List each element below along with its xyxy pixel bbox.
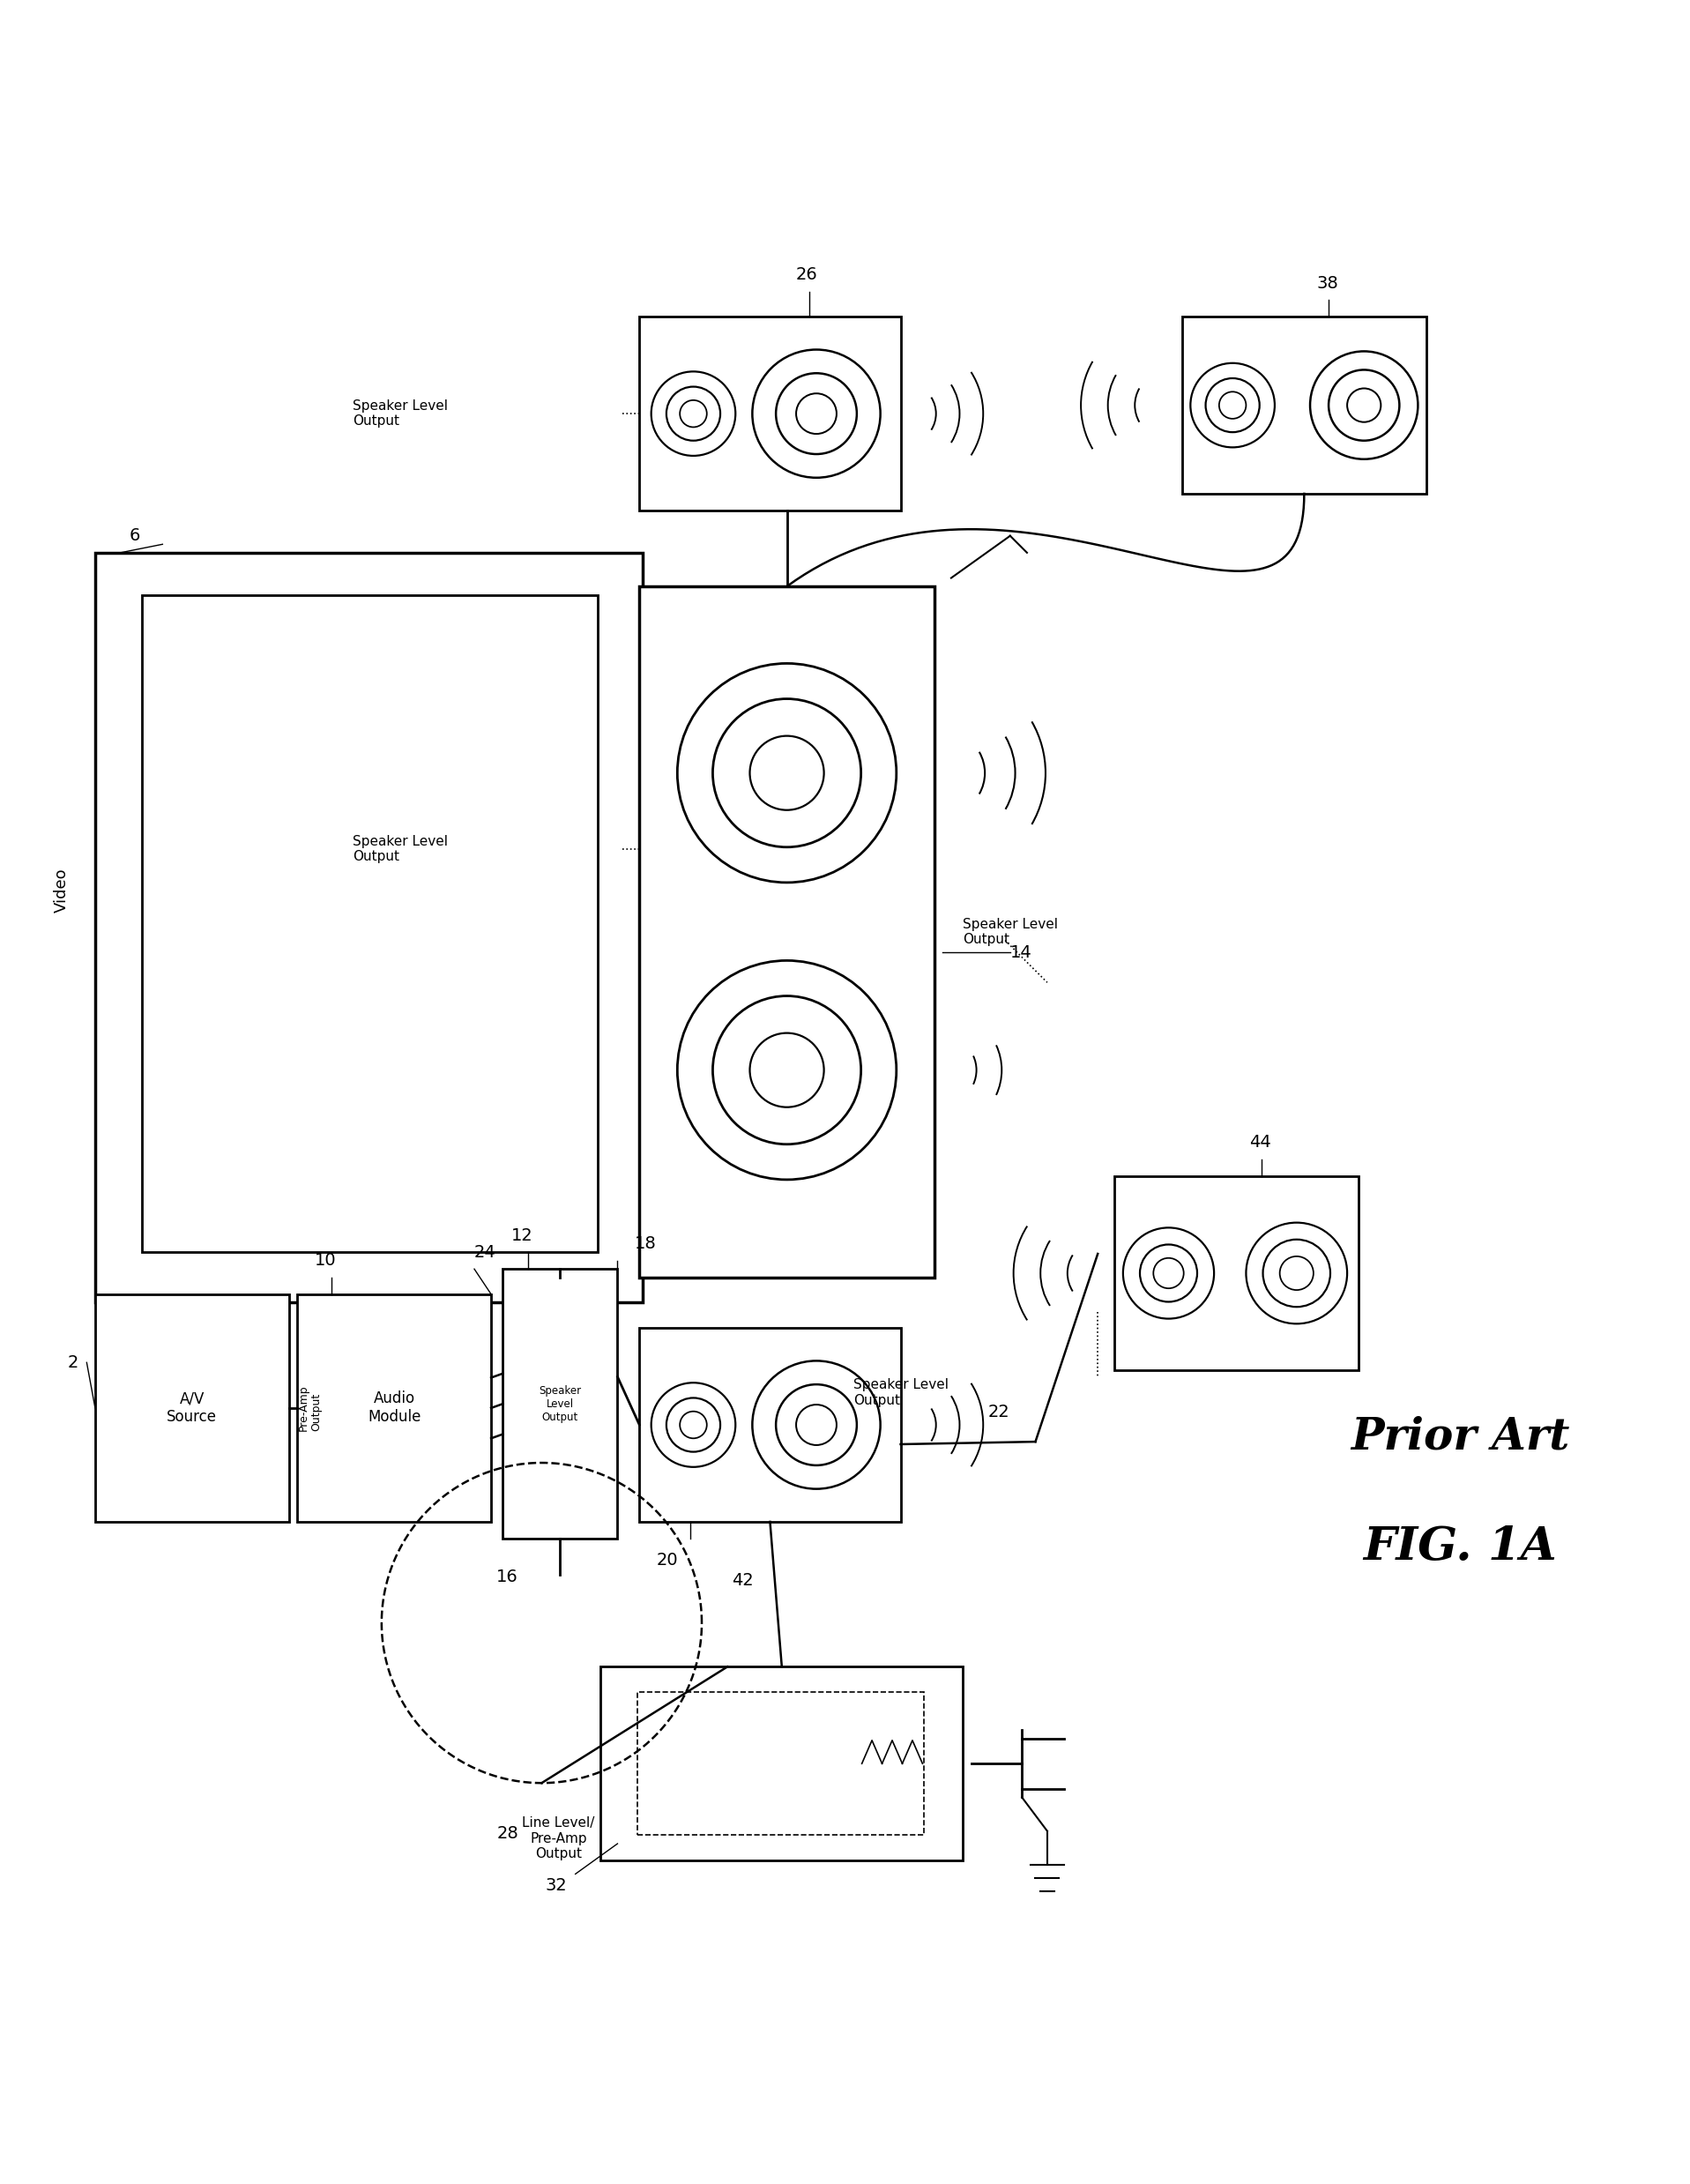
Text: FIG. 1A: FIG. 1A [1364,1524,1556,1570]
Text: 38: 38 [1317,275,1338,290]
Text: 42: 42 [732,1572,754,1590]
Text: Audio
Module: Audio Module [368,1391,421,1426]
Bar [600,1666,963,1861]
Text: Speaker Level
Output: Speaker Level Output [853,1378,948,1406]
Text: 12: 12 [512,1227,532,1243]
Bar [639,317,901,511]
Bar [95,1295,289,1522]
Text: Speaker
Level
Output: Speaker Level Output [539,1385,581,1422]
Bar [142,594,597,1251]
Text: 18: 18 [634,1236,656,1251]
Text: 28: 28 [497,1826,519,1841]
Text: 32: 32 [546,1878,566,1894]
Text: 20: 20 [656,1553,678,1568]
Text: 26: 26 [796,266,818,284]
Bar [637,1693,924,1835]
Text: A/V
Source: A/V Source [167,1391,216,1426]
Bar [1181,317,1426,494]
Text: 24: 24 [475,1243,497,1260]
Text: 16: 16 [497,1568,519,1586]
Text: Prior Art: Prior Art [1350,1415,1570,1459]
Text: Speaker Level
Output: Speaker Level Output [353,834,448,863]
Text: 14: 14 [1011,943,1033,961]
Text: Line Level/
Pre-Amp
Output: Line Level/ Pre-Amp Output [522,1817,595,1861]
Text: Video: Video [54,867,69,913]
Bar [504,1269,617,1538]
Text: 44: 44 [1249,1133,1271,1151]
Bar [1115,1177,1359,1369]
Text: 10: 10 [314,1251,336,1269]
Text: 2: 2 [68,1354,78,1372]
Bar [297,1295,492,1522]
Bar [95,553,642,1302]
Text: 6: 6 [128,529,140,544]
Bar [639,585,935,1278]
Bar [639,1328,901,1522]
Text: Pre-Amp
Output: Pre-Amp Output [297,1385,323,1431]
Text: Speaker Level
Output: Speaker Level Output [353,400,448,428]
Text: 22: 22 [989,1404,1011,1420]
Text: Speaker Level
Output: Speaker Level Output [963,917,1058,946]
